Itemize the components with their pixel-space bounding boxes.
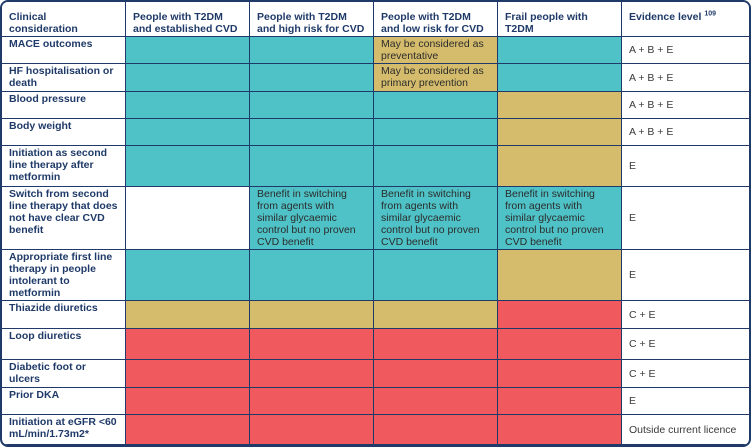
header-evidence-level: Evidence level 109: [621, 2, 749, 37]
rating-cell: [249, 328, 374, 360]
table-row: Loop diuretics C + E: [2, 328, 749, 360]
table-row: Prior DKA E: [2, 387, 749, 415]
rating-cell: [249, 145, 374, 187]
row-label: Appropriate first line therapy in people…: [2, 249, 126, 301]
rating-cell: [249, 118, 374, 146]
rating-cell: [125, 36, 250, 64]
row-label: HF hospitalisation or death: [2, 63, 126, 92]
header-clinical-consideration: Clinical consideration: [2, 2, 126, 37]
row-label: Switch from second line therapy that doe…: [2, 186, 126, 250]
rating-cell: [125, 63, 250, 92]
rating-cell: [125, 359, 250, 388]
rating-cell: [373, 414, 498, 445]
table-row: Thiazide diuretics C + E: [2, 300, 749, 329]
rating-cell: [373, 145, 498, 187]
evidence-level-cell: C + E: [621, 300, 749, 329]
evidence-level-cell: A + B + E: [621, 91, 749, 119]
rating-cell: [249, 414, 374, 445]
rating-cell: [497, 91, 622, 119]
row-label: Loop diuretics: [2, 328, 126, 360]
rating-cell: [497, 36, 622, 64]
evidence-level-cell: E: [621, 145, 749, 187]
evidence-level-cell: Outside current licence: [621, 414, 749, 445]
evidence-level-cell: A + B + E: [621, 36, 749, 64]
rating-cell: [125, 145, 250, 187]
rating-cell: [249, 387, 374, 415]
rating-cell: [249, 359, 374, 388]
evidence-level-cell: C + E: [621, 359, 749, 388]
rating-cell: [249, 249, 374, 301]
header-established-cvd: People with T2DM and established CVD: [125, 2, 250, 37]
rating-cell: [125, 118, 250, 146]
header-evidence-text: Evidence level: [629, 11, 702, 23]
row-label: Diabetic foot or ulcers: [2, 359, 126, 388]
rating-cell: Benefit in switching from agents with si…: [249, 186, 374, 250]
rating-cell: [125, 387, 250, 415]
rating-cell: [249, 36, 374, 64]
rating-cell: [373, 359, 498, 388]
table-row: Blood pressure A + B + E: [2, 91, 749, 119]
rating-cell: [125, 300, 250, 329]
rating-cell: May be considered as primary prevention: [373, 63, 498, 92]
header-low-risk-cvd: People with T2DM and low risk for CVD: [373, 2, 498, 37]
rating-cell: [373, 118, 498, 146]
rating-cell: [125, 414, 250, 445]
table-row: Initiation as second line therapy after …: [2, 145, 749, 187]
evidence-level-cell: E: [621, 186, 749, 250]
rating-cell: [249, 91, 374, 119]
evidence-level-cell: A + B + E: [621, 63, 749, 92]
evidence-level-cell: E: [621, 387, 749, 415]
rating-cell: [373, 300, 498, 329]
rating-cell: [249, 300, 374, 329]
rating-cell: [497, 300, 622, 329]
row-label: Initiation as second line therapy after …: [2, 145, 126, 187]
rating-cell: May be considered as preventative: [373, 36, 498, 64]
header-evidence-ref: 109: [704, 10, 716, 18]
header-high-risk-cvd: People with T2DM and high risk for CVD: [249, 2, 374, 37]
row-label: Body weight: [2, 118, 126, 146]
rating-cell: [497, 328, 622, 360]
table-row: MACE outcomes May be considered as preven…: [2, 36, 749, 64]
rating-cell: [497, 118, 622, 146]
table-row: Initiation at eGFR <60 mL/min/1.73m2* Out…: [2, 414, 749, 445]
rating-cell: Benefit in switching from agents with si…: [497, 186, 622, 250]
rating-cell: [125, 186, 250, 250]
rating-cell: [373, 91, 498, 119]
rating-cell: [497, 145, 622, 187]
row-label: Prior DKA: [2, 387, 126, 415]
table-row: Diabetic foot or ulcers C + E: [2, 359, 749, 388]
table-row: HF hospitalisation or death May be consid…: [2, 63, 749, 92]
rating-cell: Benefit in switching from agents with si…: [373, 186, 498, 250]
row-label: Blood pressure: [2, 91, 126, 119]
rating-cell: [125, 249, 250, 301]
header-frail: Frail people with T2DM: [497, 2, 622, 37]
rating-cell: [125, 328, 250, 360]
rating-cell: [125, 91, 250, 119]
row-label: Initiation at eGFR <60 mL/min/1.73m2*: [2, 414, 126, 445]
row-label: MACE outcomes: [2, 36, 126, 64]
table-row: Appropriate first line therapy in people…: [2, 249, 749, 301]
rating-cell: [497, 387, 622, 415]
row-label: Thiazide diuretics: [2, 300, 126, 329]
table-row: Body weight A + B + E: [2, 118, 749, 146]
rating-cell: [497, 414, 622, 445]
rating-cell: [497, 249, 622, 301]
table-row: Switch from second line therapy that doe…: [2, 186, 749, 250]
rating-cell: [373, 328, 498, 360]
rating-cell: [249, 63, 374, 92]
rating-cell: [373, 249, 498, 301]
rating-cell: [497, 63, 622, 92]
rating-cell: [373, 387, 498, 415]
evidence-level-cell: E: [621, 249, 749, 301]
rating-cell: [497, 359, 622, 388]
evidence-level-cell: A + B + E: [621, 118, 749, 146]
evidence-level-cell: C + E: [621, 328, 749, 360]
header-row: Clinical consideration People with T2DM …: [2, 2, 749, 37]
